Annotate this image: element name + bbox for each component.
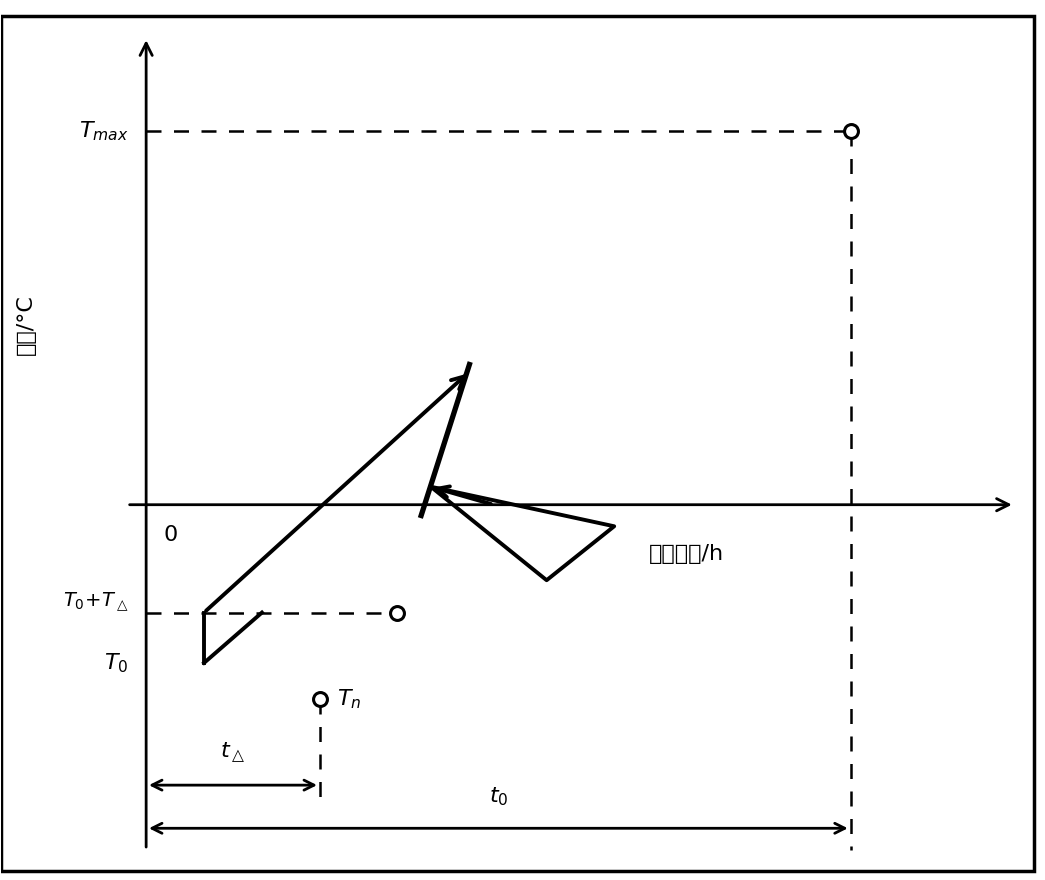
Text: $t_\triangle$: $t_\triangle$ <box>220 741 246 765</box>
Text: $t_0$: $t_0$ <box>489 786 508 808</box>
Text: $T_{max}$: $T_{max}$ <box>79 119 129 143</box>
Text: 0: 0 <box>163 524 178 545</box>
Text: $T_0\!+\!T_\triangle$: $T_0\!+\!T_\triangle$ <box>63 590 129 613</box>
Text: 温度/°C: 温度/°C <box>16 295 36 356</box>
Text: 加热时间/h: 加热时间/h <box>649 544 724 564</box>
Text: $T_0$: $T_0$ <box>104 651 129 675</box>
Text: $T_n$: $T_n$ <box>338 687 362 711</box>
